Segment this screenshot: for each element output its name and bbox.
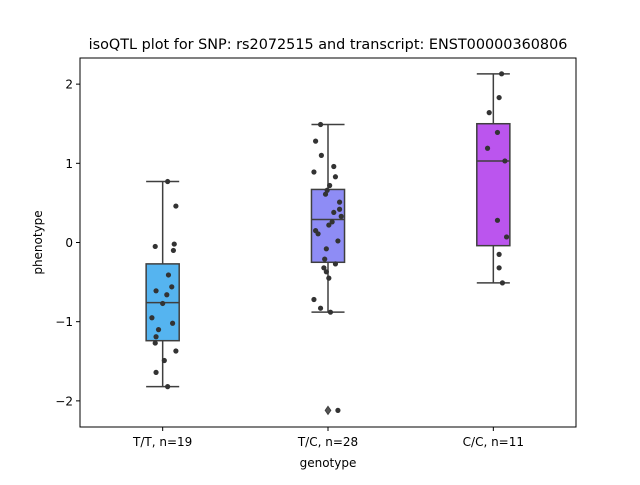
- data-point: [327, 309, 334, 315]
- data-point: [165, 384, 171, 390]
- data-point: [313, 138, 319, 144]
- data-point: [496, 265, 502, 271]
- data-point: [170, 247, 177, 254]
- data-point: [326, 275, 332, 281]
- data-point: [153, 334, 159, 340]
- data-point: [149, 315, 155, 321]
- data-point: [336, 206, 343, 212]
- data-point: [484, 145, 491, 151]
- data-point: [321, 265, 327, 271]
- data-point: [494, 217, 501, 223]
- y-tick-label: 1: [65, 157, 73, 171]
- box-group: [310, 121, 346, 416]
- data-point: [317, 121, 324, 128]
- y-tick-label: 0: [65, 236, 73, 250]
- x-tick-label: T/T, n=19: [132, 435, 192, 449]
- outlier-marker: [324, 405, 332, 416]
- data-point: [155, 327, 162, 333]
- x-tick-label: T/C, n=28: [297, 435, 358, 449]
- data-point: [173, 203, 179, 209]
- data-point: [499, 71, 505, 77]
- data-point: [502, 158, 508, 164]
- data-point: [338, 213, 344, 219]
- data-point: [336, 199, 343, 205]
- data-point: [322, 256, 328, 262]
- data-point: [160, 300, 166, 307]
- data-point: [165, 272, 172, 278]
- data-point: [152, 243, 158, 250]
- x-axis-label: genotype: [300, 456, 357, 470]
- data-point: [153, 288, 159, 294]
- data-point: [318, 152, 324, 158]
- data-point: [171, 241, 177, 247]
- data-point: [486, 110, 492, 116]
- x-axis: T/T, n=19 T/C, n=28 C/C, n=11: [132, 427, 524, 449]
- data-point: [331, 163, 337, 170]
- data-point: [165, 178, 171, 185]
- data-point: [494, 129, 501, 136]
- y-tick-label: −2: [55, 394, 73, 408]
- data-point: [331, 209, 337, 216]
- data-point: [332, 261, 339, 267]
- data-point: [327, 182, 333, 189]
- data-point: [152, 340, 158, 346]
- data-point: [323, 269, 329, 275]
- data-point: [169, 320, 176, 326]
- data-point: [322, 191, 329, 197]
- data-point: [329, 219, 335, 225]
- box-group: [476, 71, 511, 286]
- data-point: [164, 292, 170, 298]
- data-point: [332, 174, 339, 180]
- x-tick-label: C/C, n=11: [463, 435, 524, 449]
- box: [476, 122, 511, 247]
- data-point: [173, 348, 179, 354]
- data-point: [335, 238, 341, 244]
- chart-title: isoQTL plot for SNP: rs2072515 and trans…: [89, 37, 568, 53]
- data-point: [326, 222, 332, 228]
- data-point: [153, 369, 159, 375]
- data-point: [323, 246, 329, 252]
- data-point: [496, 94, 502, 101]
- data-point: [161, 357, 167, 364]
- data-point: [499, 280, 506, 286]
- plot-area: [145, 71, 511, 416]
- y-tick-label: 2: [65, 78, 73, 92]
- data-point: [317, 305, 324, 311]
- y-axis: 2 1 0 −1 −2: [55, 78, 80, 408]
- data-point: [324, 187, 330, 193]
- y-axis-label: phenotype: [31, 210, 45, 274]
- data-point: [503, 234, 510, 240]
- data-point: [311, 296, 317, 303]
- data-point: [335, 407, 341, 413]
- data-point: [496, 251, 502, 257]
- y-tick-label: −1: [55, 315, 73, 329]
- box-group: [145, 178, 180, 390]
- data-point: [169, 284, 175, 290]
- data-point: [311, 169, 317, 175]
- data-point: [315, 231, 321, 237]
